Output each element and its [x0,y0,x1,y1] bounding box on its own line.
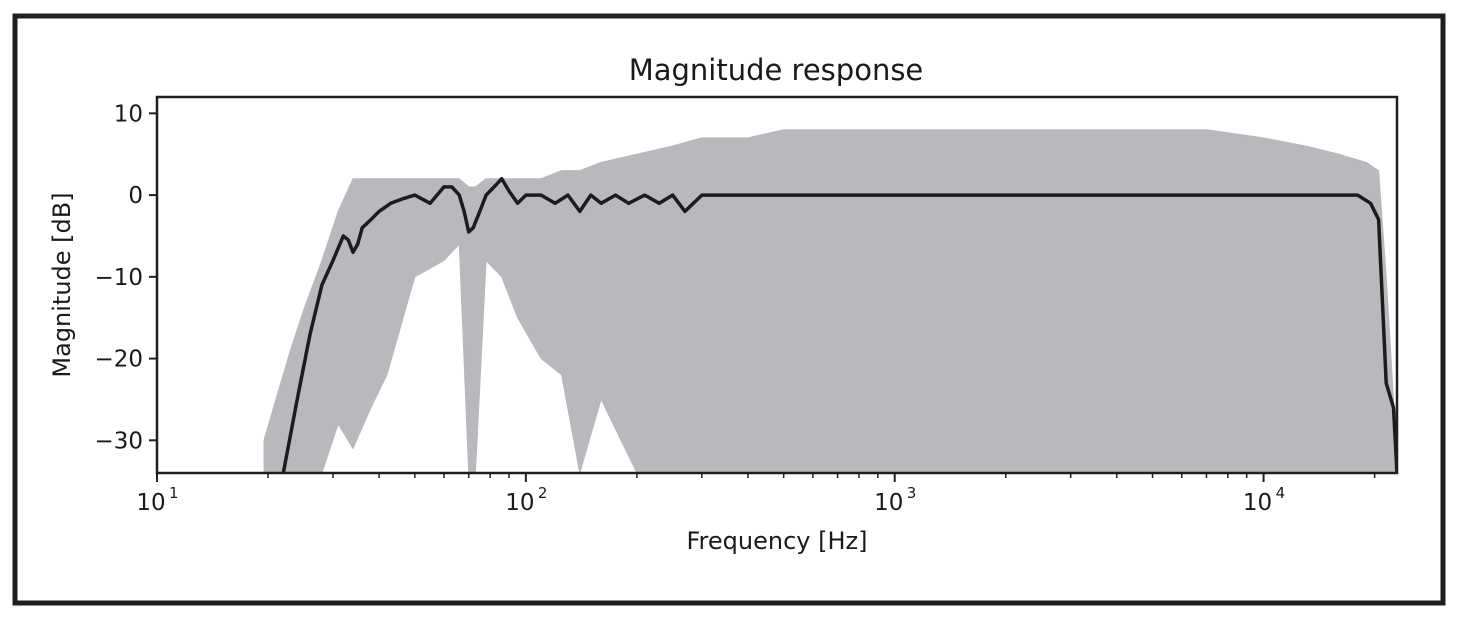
plot-frame [155,95,1399,475]
x-tick-label: 10 [874,490,903,516]
x-tick-label: 10 [505,490,534,516]
plot-area [263,129,1397,473]
x-tick-exponent: 4 [1276,484,1286,502]
mean-response-line [281,176,1397,473]
y-axis: 10 0 −10 −20 −30 [94,101,157,454]
x-tick-label: 10 [1243,490,1272,516]
y-axis-label: Magnitude [dB] [48,192,76,377]
x-axis-label: Frequency [Hz] [687,527,868,555]
x-tick-exponent: 1 [169,484,179,502]
chart-title: Magnitude response [629,53,924,87]
x-axis: 10 1 10 2 10 3 10 4 [136,473,1376,516]
individual-responses-envelope [263,129,1397,473]
y-tick-label: −10 [94,265,143,291]
y-tick-label: −20 [94,347,143,373]
y-tick-label: −30 [94,428,143,454]
x-tick-label: 10 [136,490,165,516]
y-tick-label: 0 [128,183,143,209]
y-tick-label: 10 [114,101,143,127]
x-tick-exponent: 3 [907,484,917,502]
x-tick-exponent: 2 [538,484,548,502]
